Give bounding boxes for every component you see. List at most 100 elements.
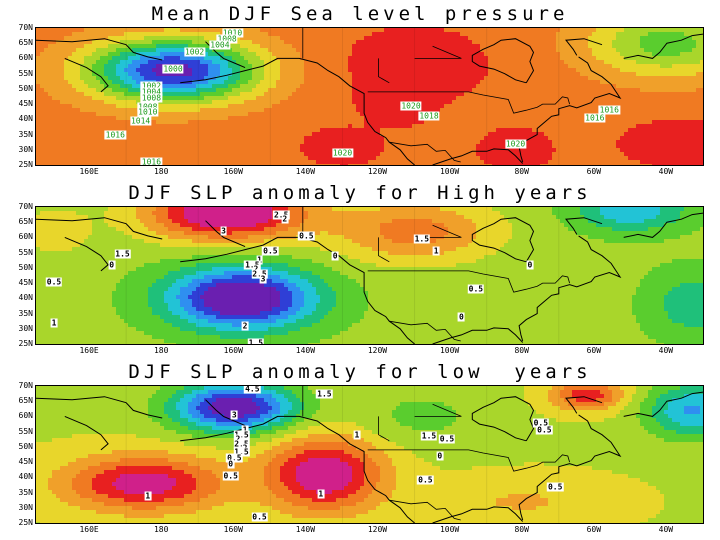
contour-label: 1008 (216, 34, 238, 44)
coastline (36, 396, 163, 419)
political-border (414, 403, 462, 417)
latitude-tick-label: 70N (18, 202, 33, 211)
contour-label: 1 (50, 318, 58, 328)
contour-label: 1002 (140, 81, 163, 91)
contour-label: 0 (108, 260, 116, 270)
latitude-tick-label: 50N (18, 262, 33, 272)
latitude-tick-label: 45N (18, 278, 33, 288)
latitude-tick-label: 25N (18, 518, 33, 527)
longitude-tick-label: 180 (153, 167, 169, 176)
contour-label: 2 (281, 214, 289, 224)
coastline (205, 399, 246, 427)
coastline (565, 38, 603, 56)
latitude-tick-label: 65N (18, 396, 33, 406)
contour-label: 1 (241, 425, 249, 435)
coastline (432, 327, 524, 344)
longitude-tick-label: 160W (223, 167, 243, 176)
political-border (414, 224, 462, 238)
political-border (367, 91, 570, 114)
contour-label: 0.5 (438, 434, 456, 444)
contour-label: 2.5 (233, 439, 250, 449)
coastline (623, 33, 703, 59)
coastline (518, 56, 622, 163)
political-border (378, 416, 390, 442)
latitude-tick-label: 40N (18, 114, 33, 124)
coastline (623, 212, 703, 238)
latitude-tick-label: 25N (18, 339, 33, 348)
coastline (518, 235, 622, 342)
contour-label: 0 (457, 312, 465, 322)
contour-label: 3 (259, 274, 267, 283)
latitude-tick-label: 35N (18, 308, 33, 318)
contour-label: 1.5 (247, 338, 265, 345)
contour-label: 1020 (331, 148, 354, 158)
political-border (378, 58, 390, 84)
coastline (36, 217, 163, 240)
longitude-tick-label: 80W (514, 167, 529, 176)
contour-label: 2 (252, 264, 260, 274)
longitude-tick-label: 120W (367, 346, 388, 355)
contour-label: 1004 (140, 87, 163, 97)
political-border (389, 499, 461, 521)
longitude-tick-label: 60W (586, 346, 602, 355)
longitude-tick-label: 40W (658, 167, 674, 176)
contour-label: 0.5 (222, 471, 239, 481)
contour-label: 1008 (140, 93, 163, 103)
contour-label: 3 (220, 226, 227, 236)
latitude-tick-label: 40N (18, 293, 33, 303)
coastline (64, 415, 109, 451)
contour-label: 1016 (598, 105, 620, 115)
contour-label: 1.5 (244, 260, 261, 270)
latitude-tick-label: 60N (18, 232, 33, 242)
longitude-tick-label: 140W (295, 167, 316, 176)
longitude-tick-label: 160E (79, 167, 99, 176)
contour-label: 1020 (504, 139, 527, 149)
contour-label: 1018 (418, 111, 440, 121)
coastline (432, 506, 524, 523)
latitude-tick-label: 50N (18, 83, 33, 93)
contour-label: 1016 (140, 157, 163, 166)
contour-label: 0 (331, 251, 339, 261)
low-years-anomaly-map: 4.51.5311.522.521.50.500.5110.510.51.50.… (35, 385, 704, 524)
political-border (389, 320, 461, 342)
latitude-tick-label: 50N (18, 441, 33, 451)
latitude-tick-label: 45N (18, 99, 33, 109)
coastline (471, 217, 535, 263)
longitude-tick-label: 100W (439, 346, 460, 355)
low-contour-field (36, 386, 703, 523)
coastline (64, 236, 109, 272)
longitude-tick-label: 160W (223, 525, 243, 534)
latitude-tick-label: 60N (18, 411, 33, 421)
high-contour-field (36, 207, 703, 344)
coastline (64, 57, 109, 93)
latitude-tick-label: 35N (18, 129, 33, 139)
contour-label: 0.5 (298, 231, 315, 241)
latitude-tick-label: 40N (18, 472, 33, 482)
latitude-tick-label: 65N (18, 217, 33, 227)
contour-label: 3 (230, 410, 238, 420)
contour-label: 1 (317, 489, 325, 499)
coastline (471, 38, 535, 84)
contour-label: 1014 (129, 116, 152, 126)
longitude-tick-label: 160E (79, 346, 99, 355)
contour-label: 0.5 (45, 277, 63, 287)
coastline (471, 396, 535, 442)
contour-label: 1016 (104, 130, 126, 140)
longitude-tick-label: 80W (514, 346, 529, 355)
contour-label: 1016 (584, 113, 606, 123)
coastline (518, 414, 622, 521)
latitude-tick-label: 35N (18, 487, 33, 497)
latitude-tick-label: 30N (18, 323, 33, 333)
coastline (36, 38, 163, 61)
longitude-tick-label: 80W (514, 525, 529, 534)
contour-label: 2 (241, 321, 249, 331)
coastline (180, 415, 415, 523)
contour-label: 1000 (162, 64, 184, 74)
latitude-tick-label: 55N (18, 247, 33, 257)
coastline (180, 57, 415, 165)
contour-label: 1.5 (420, 431, 438, 441)
contour-label: 0 (436, 451, 444, 461)
contour-label: 1.5 (413, 234, 431, 244)
latitude-tick-label: 30N (18, 502, 33, 512)
contour-label: 1 (353, 430, 361, 440)
